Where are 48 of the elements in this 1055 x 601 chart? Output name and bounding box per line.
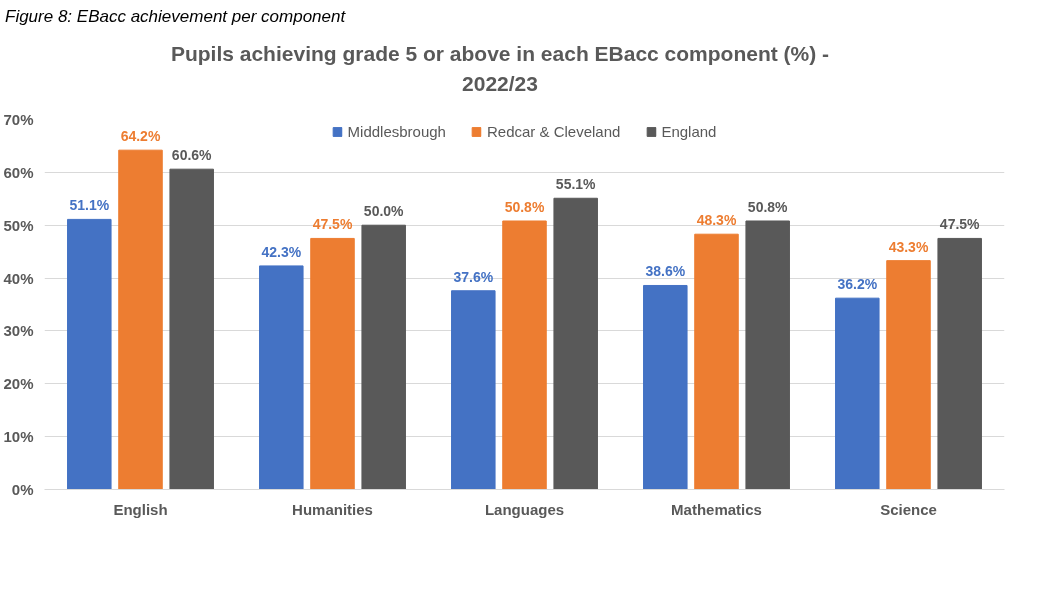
chart-title: Pupils achieving grade 5 or above in each EBacc component (%) - 2022/23 [170, 41, 830, 98]
data-label: 60.6% [171, 147, 213, 164]
bar [643, 285, 688, 490]
data-label: 48.3% [696, 212, 737, 229]
bar [553, 198, 598, 490]
data-label: 50.8% [504, 199, 545, 216]
bar [259, 265, 304, 490]
y-tick-label: 60% [3, 164, 34, 182]
x-tick-label: Science [880, 500, 937, 518]
bar [361, 225, 406, 490]
bar [169, 168, 214, 490]
x-tick-label: English [113, 500, 168, 518]
data-label: 36.2% [837, 276, 878, 293]
data-label: 50.8% [747, 199, 789, 216]
data-label: 43.3% [888, 238, 929, 255]
caption: Figure 8: EBacc achievement per component [5, 7, 346, 26]
bar [67, 219, 112, 490]
y-tick-label: 70% [3, 111, 34, 129]
data-label: 51.1% [69, 197, 110, 214]
data-label: 50.0% [363, 203, 405, 220]
data-label: 47.5% [312, 216, 353, 233]
legend-label: Middlesbrough [347, 123, 446, 141]
data-label: 47.5% [939, 216, 981, 233]
x-tick-label: Languages [484, 500, 565, 518]
data-label: 42.3% [261, 244, 302, 261]
bar [835, 297, 880, 490]
y-tick-label: 10% [3, 428, 34, 446]
bar [451, 290, 496, 490]
bar [937, 238, 982, 490]
data-label: 37.6% [453, 269, 494, 286]
bar [118, 149, 163, 490]
bar [886, 260, 931, 490]
y-tick-label: 30% [3, 322, 34, 340]
x-tick-label: Mathematics [671, 500, 762, 518]
bar [745, 220, 790, 490]
data-label: 38.6% [645, 263, 686, 280]
x-tick-label: Humanities [292, 500, 373, 518]
y-tick-label: 20% [3, 375, 34, 393]
data-label: 64.2% [120, 128, 161, 145]
bar [310, 238, 355, 490]
y-tick-label: 0% [11, 481, 34, 499]
bar [694, 233, 739, 490]
y-tick-label: 50% [3, 217, 34, 234]
legend-label: Redcar & Cleveland [486, 123, 621, 141]
y-tick-label: 40% [3, 269, 34, 287]
legend-label: England [661, 123, 717, 141]
data-label: 55.1% [555, 176, 597, 193]
bar [502, 220, 547, 490]
